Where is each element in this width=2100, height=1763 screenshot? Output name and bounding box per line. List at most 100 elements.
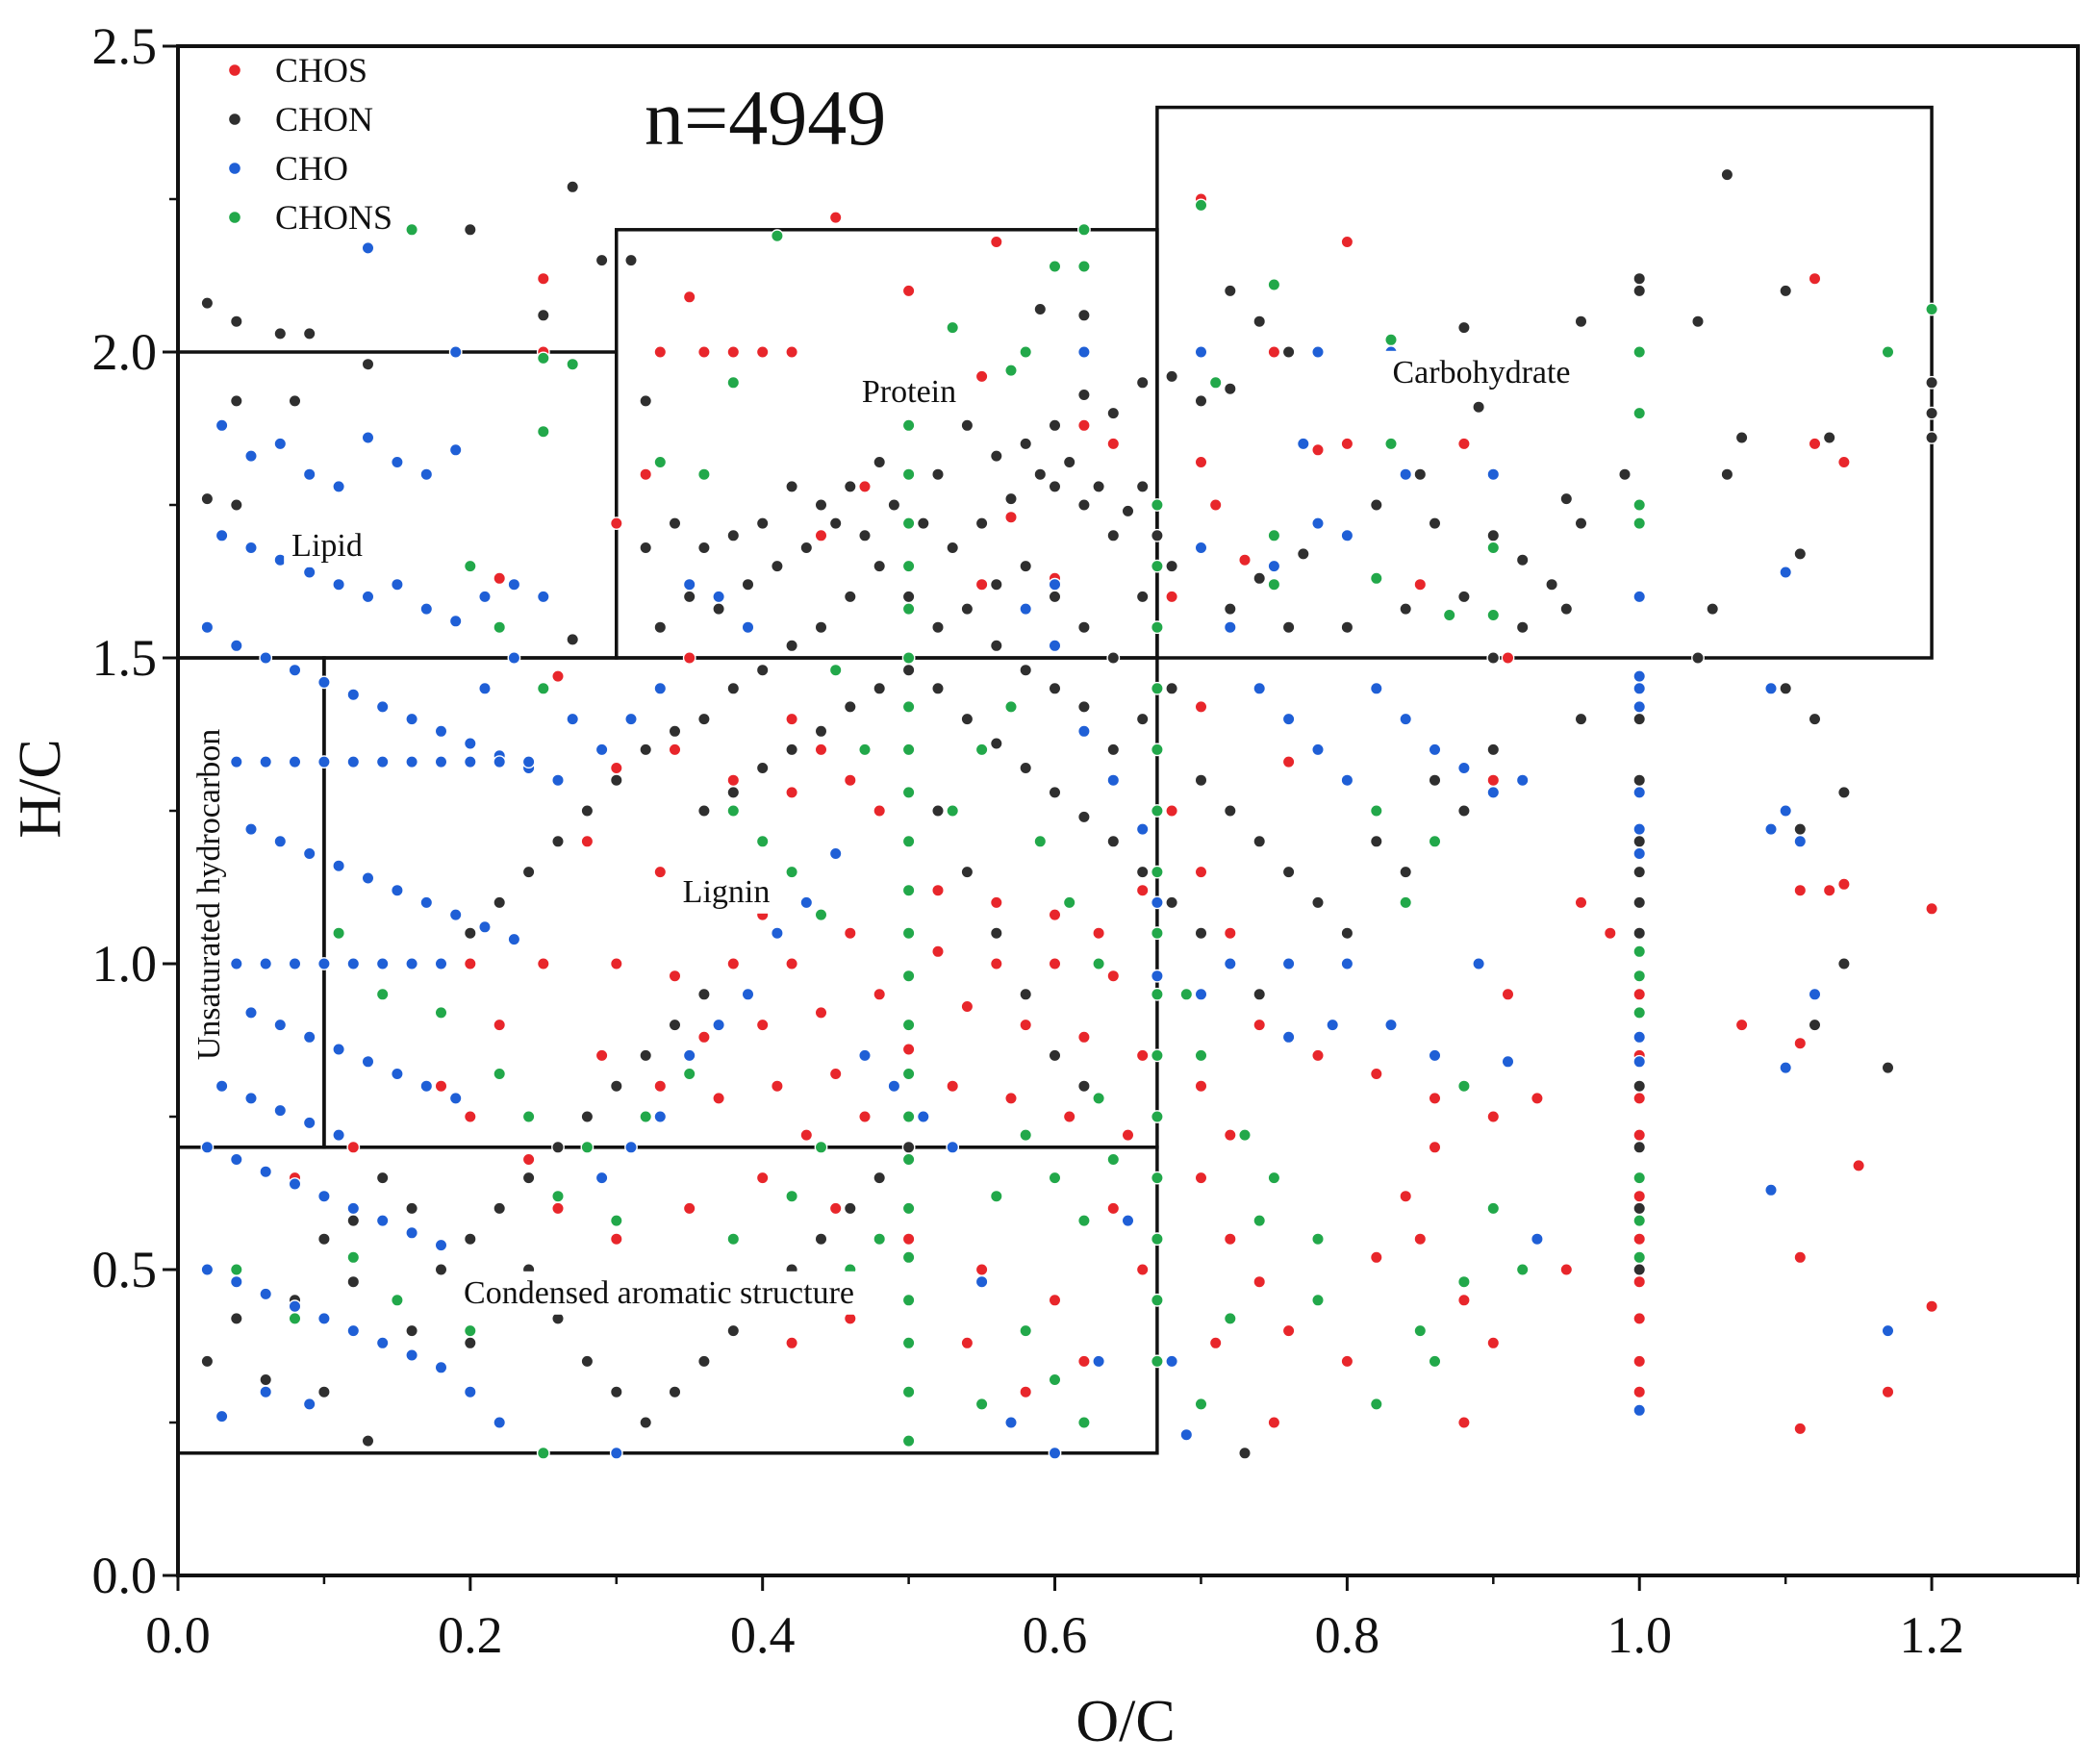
point-cho <box>1384 1018 1398 1032</box>
point-chon <box>1457 320 1471 335</box>
point-chos <box>1369 1250 1383 1265</box>
point-chon <box>1121 504 1135 518</box>
point-chons <box>1486 608 1501 622</box>
point-chos <box>1223 1128 1237 1143</box>
point-chon <box>755 516 770 530</box>
point-cho <box>1077 724 1091 739</box>
point-cho <box>463 737 477 750</box>
point-cho <box>375 1214 390 1228</box>
point-cho <box>229 755 243 768</box>
point-chon <box>1033 302 1048 316</box>
point-chon <box>1486 651 1501 665</box>
point-chons <box>1048 260 1062 273</box>
point-cho <box>1194 541 1208 555</box>
point-chons <box>521 1110 536 1123</box>
point-cho <box>244 1092 258 1105</box>
point-chons <box>1106 1152 1121 1167</box>
point-chon <box>989 926 1003 941</box>
point-chos <box>346 1140 361 1154</box>
point-chos <box>785 712 798 726</box>
point-cho <box>259 1385 273 1399</box>
point-chos <box>1165 590 1179 604</box>
point-chon <box>668 516 682 530</box>
point-cho <box>434 957 448 970</box>
point-cho <box>1121 1214 1135 1228</box>
point-chons <box>1413 1323 1428 1338</box>
point-chons <box>1077 1214 1091 1228</box>
point-chons <box>901 883 916 897</box>
point-chon <box>273 326 288 340</box>
point-chon <box>1151 528 1164 542</box>
point-chos <box>551 669 565 683</box>
point-chos <box>1531 1092 1544 1105</box>
point-chos <box>521 1152 536 1167</box>
point-chons <box>390 1293 404 1307</box>
point-chos <box>1559 1263 1574 1276</box>
point-chos <box>697 1030 711 1045</box>
point-cho <box>1048 577 1062 592</box>
point-chons <box>1077 222 1091 237</box>
point-chos <box>1603 926 1617 941</box>
point-cho <box>405 957 418 970</box>
point-chos <box>1106 1201 1121 1216</box>
point-chos <box>1267 345 1281 359</box>
point-chos <box>858 479 872 493</box>
point-chon <box>1106 651 1121 665</box>
point-chon <box>361 1434 375 1448</box>
point-chons <box>989 1189 1003 1203</box>
point-chon <box>405 1323 418 1338</box>
point-chos <box>785 786 798 799</box>
region-label-background <box>674 869 778 914</box>
point-chon <box>1720 467 1734 482</box>
point-chon <box>785 639 798 653</box>
point-cho <box>448 345 463 359</box>
point-cho <box>682 577 696 592</box>
point-chos <box>1252 1274 1267 1289</box>
region-label-group-lipid: Lipid <box>284 523 370 567</box>
point-chon <box>697 1354 711 1369</box>
point-cho <box>434 1238 448 1252</box>
point-chos <box>1223 1232 1237 1247</box>
point-chon <box>463 222 477 237</box>
point-cho <box>215 1079 229 1094</box>
point-chon <box>1077 388 1091 402</box>
point-chon <box>200 1354 215 1369</box>
point-cho <box>507 932 521 946</box>
point-chon <box>741 577 755 592</box>
point-cho <box>1369 681 1383 695</box>
legend-label-chon: CHON <box>275 100 373 139</box>
point-chons <box>901 516 916 530</box>
point-cho <box>1311 516 1325 530</box>
point-cho <box>332 859 345 873</box>
point-chon <box>1019 437 1033 451</box>
point-chon <box>843 479 857 493</box>
point-cho <box>244 1006 258 1020</box>
point-chos <box>653 345 668 359</box>
legend-marker-chon <box>227 112 242 127</box>
point-cho <box>712 590 725 604</box>
point-cho <box>346 1201 361 1216</box>
point-cho <box>1048 1446 1062 1460</box>
point-chos <box>434 1079 448 1094</box>
point-chons <box>682 1067 696 1081</box>
point-chons <box>946 320 960 335</box>
point-chos <box>493 571 507 586</box>
point-cho <box>682 1048 696 1063</box>
point-chon <box>1019 761 1033 775</box>
point-chos <box>1019 1385 1033 1399</box>
point-chos <box>668 743 682 757</box>
point-chon <box>873 455 887 469</box>
point-chos <box>771 1079 784 1094</box>
region-label-group-protein: Protein <box>853 369 965 414</box>
point-cho <box>974 1274 989 1289</box>
region-label-background <box>456 1271 862 1315</box>
point-chons <box>1632 516 1647 530</box>
point-chon <box>887 498 901 512</box>
point-cho <box>1632 681 1647 695</box>
point-chon <box>1135 590 1150 604</box>
point-chos <box>639 467 653 482</box>
point-chos <box>1004 510 1018 524</box>
point-chos <box>1048 957 1062 970</box>
point-chon <box>960 418 974 433</box>
